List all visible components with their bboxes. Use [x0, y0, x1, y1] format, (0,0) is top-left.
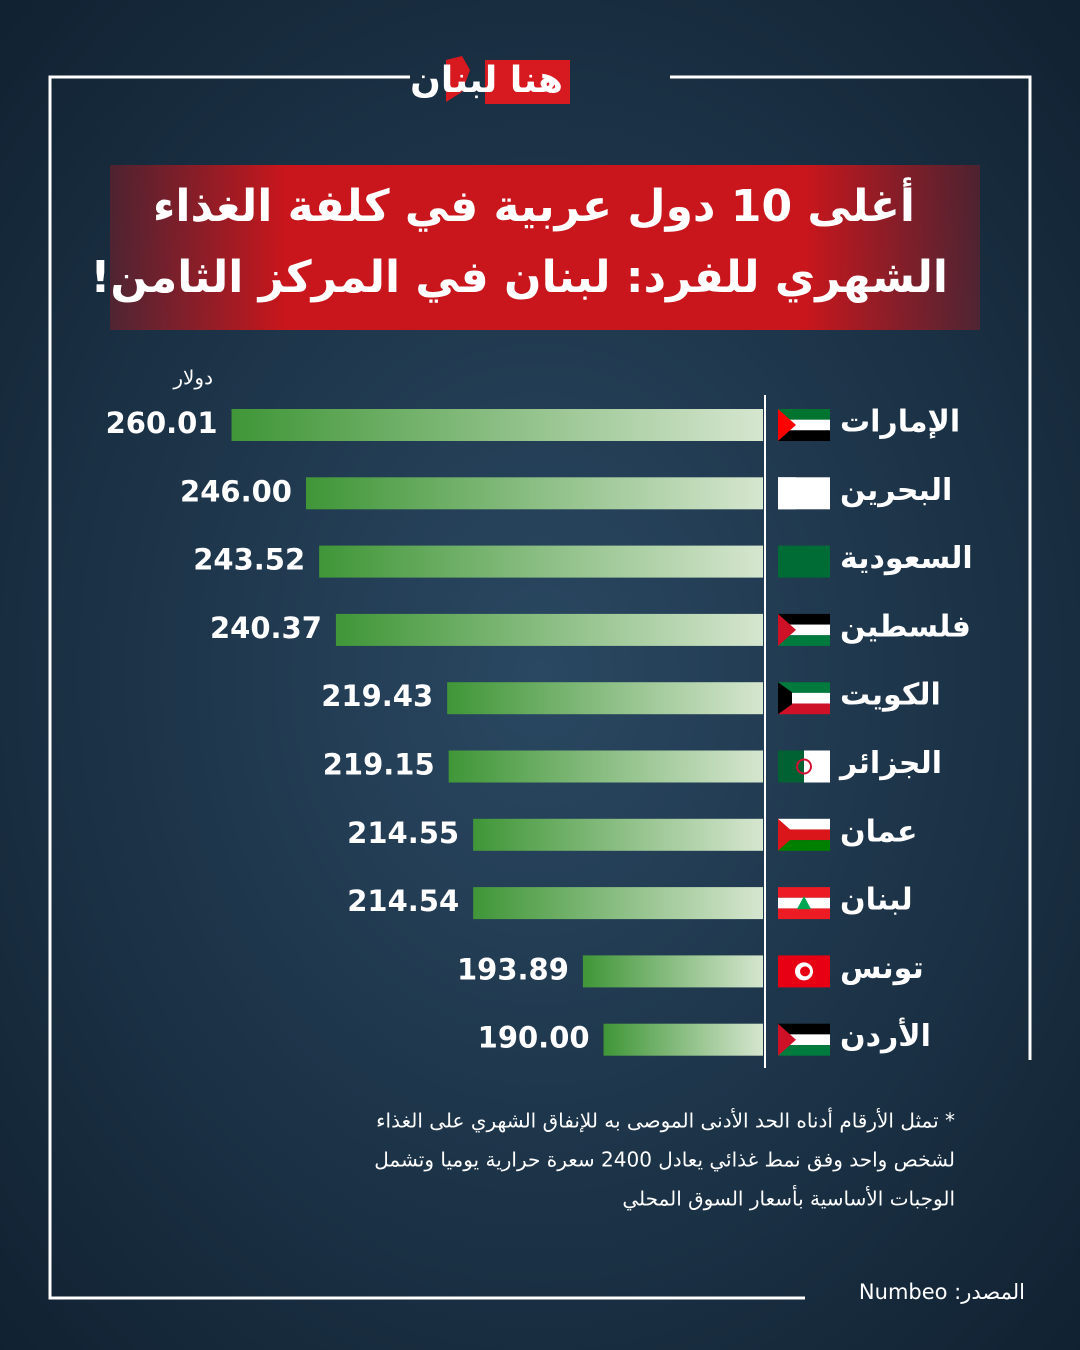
value-label: 214.55 [347, 816, 459, 850]
category-label: الكويت [840, 678, 941, 713]
value-label: 240.37 [210, 611, 322, 645]
flag-part [800, 966, 810, 977]
title-band [110, 165, 980, 330]
flag-part [778, 818, 796, 851]
flag [778, 818, 830, 851]
logo-text: هنا لبنان [410, 60, 563, 101]
value-label: 243.52 [193, 543, 305, 577]
flag-part [778, 887, 830, 898]
flag-part [778, 692, 830, 704]
footnote: الوجبات الأساسية بأسعار السوق المحلي [622, 1185, 955, 1212]
flag-part [778, 829, 830, 841]
flag [778, 409, 830, 441]
flag-part [778, 682, 792, 715]
flag-part [778, 1034, 830, 1046]
category-label: السعودية [840, 541, 973, 576]
flag-part [778, 908, 830, 920]
flag-part [778, 430, 830, 441]
bar [447, 682, 763, 715]
value-label: 190.00 [478, 1021, 590, 1055]
category-label: تونس [840, 951, 924, 986]
category-label: فلسطين [840, 609, 971, 644]
unit-label: دولار [172, 366, 213, 390]
logo: هنا لبنان [410, 56, 570, 104]
value-label: 260.01 [106, 406, 218, 440]
value-label: 219.15 [323, 748, 435, 782]
flag [778, 682, 830, 715]
flag-part [797, 896, 811, 910]
flag-part [778, 613, 830, 625]
flag-part [778, 419, 830, 431]
flag-part [778, 477, 802, 510]
flag-part [778, 818, 830, 830]
bar [448, 750, 763, 783]
bar [319, 545, 763, 578]
flag [778, 887, 830, 920]
chart-title: أغلى 10 دول عربية في كلفة الغذاء [153, 177, 915, 232]
flag-part [778, 545, 830, 578]
value-label: 219.43 [321, 679, 433, 713]
bar [335, 613, 763, 646]
source: المصدر: Numbeo [859, 1280, 1025, 1304]
flag-part [778, 409, 830, 420]
footnote: * تمثل الأرقام أدناه الحد الأدنى الموصى … [376, 1108, 955, 1134]
flag-part [778, 682, 830, 693]
flag-part [778, 750, 804, 783]
flag-part [778, 624, 830, 636]
category-label: الأردن [840, 1017, 931, 1054]
flag-part [778, 635, 830, 646]
value-label: 193.89 [457, 952, 569, 986]
flag-part [778, 1023, 830, 1035]
flag-part [778, 703, 830, 715]
bar [603, 1023, 763, 1056]
category-label: عمان [840, 814, 917, 849]
category-label: لبنان [840, 883, 913, 918]
bar [473, 818, 763, 851]
category-label: الجزائر [838, 746, 942, 781]
value-label: 214.54 [347, 884, 459, 918]
flag [778, 613, 830, 646]
flag [778, 477, 830, 510]
flag-part [778, 840, 830, 851]
category-label: البحرين [840, 473, 952, 508]
category-label: الإمارات [840, 405, 960, 440]
bar [582, 955, 763, 988]
bar [231, 409, 763, 441]
frame [48, 75, 1032, 1300]
flag [778, 545, 830, 578]
flag-part [778, 613, 796, 646]
bar [305, 477, 763, 510]
flag-part [804, 750, 830, 783]
flag-part [778, 409, 796, 441]
flag [778, 750, 830, 783]
flag-part [778, 1023, 796, 1056]
bar [473, 887, 763, 920]
flag [778, 955, 830, 988]
flag [778, 1023, 830, 1056]
value-label: 246.00 [180, 474, 292, 508]
chart-title: الشهري للفرد: لبنان في المركز الثامن! [90, 252, 948, 303]
footnote: لشخص واحد وفق نمط غذائي يعادل 2400 سعرة … [374, 1148, 955, 1173]
flag-part [778, 1045, 830, 1056]
flag-part [796, 758, 812, 775]
